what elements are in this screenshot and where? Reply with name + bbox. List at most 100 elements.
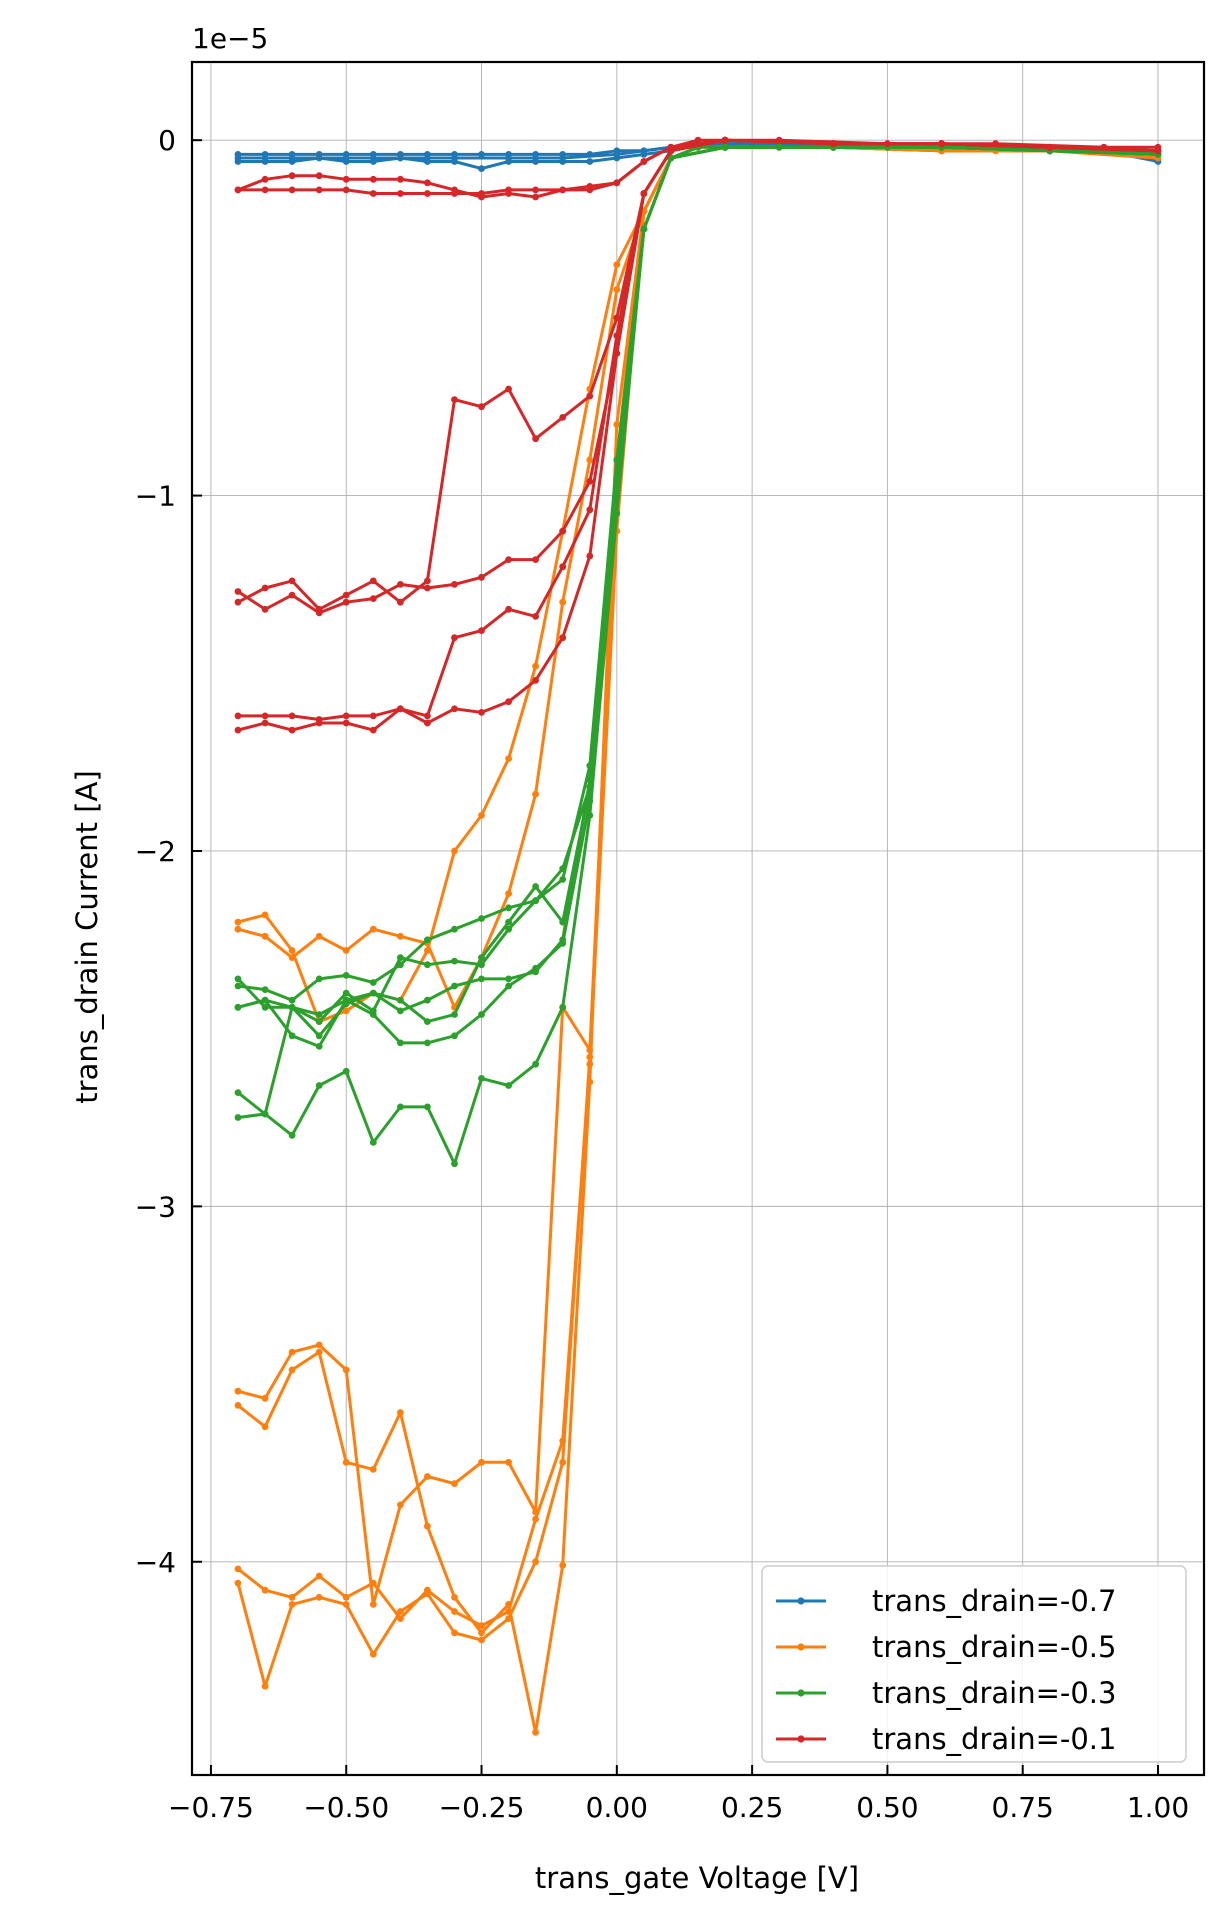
data-point [532,790,539,798]
data-point [397,961,404,969]
data-point [829,140,837,148]
data-point [451,925,458,933]
data-point [261,986,269,993]
data-point [261,151,269,158]
data-point [451,1480,458,1487]
data-point [288,1131,296,1139]
data-point [424,584,431,592]
data-point [261,719,269,727]
data-point [613,151,621,158]
data-point [613,261,621,268]
data-point [505,925,512,933]
data-point [559,1561,567,1569]
data-point [315,1341,323,1349]
data-point [559,527,567,535]
data-point [315,975,323,983]
data-point [451,1032,458,1040]
data-point [342,186,350,194]
series-line [237,145,1159,1166]
data-point [261,175,269,183]
data-point [342,154,350,162]
data-point [369,1579,377,1587]
data-point [451,1593,458,1601]
data-point [478,1075,485,1082]
data-point [478,193,485,201]
data-point [478,1458,485,1466]
data-point [505,385,512,393]
data-point [261,1110,269,1118]
data-point [234,918,242,926]
data-point [505,982,512,990]
series-3 [234,143,1162,1168]
data-point [315,1572,323,1580]
data-point [342,1000,350,1008]
data-point [613,179,621,187]
data-point [532,897,539,905]
data-point [505,698,512,706]
data-point [451,982,458,990]
data-point [586,392,594,400]
data-point [315,1011,323,1018]
data-point [288,577,296,585]
data-point [397,954,404,961]
data-point [234,154,242,162]
data-point [315,932,323,940]
data-point [424,936,431,944]
data-point [424,1590,431,1598]
data-point [505,890,512,897]
data-point [424,719,431,727]
data-point [342,947,350,954]
data-point [640,151,648,158]
data-point [613,421,621,428]
legend-label: trans_drain=-0.5 [872,1630,1116,1664]
legend-marker [797,1735,805,1743]
data-point [505,605,512,613]
data-point [397,1409,404,1416]
data-point [369,1011,377,1018]
legend-marker [797,1689,805,1697]
data-point [586,158,594,165]
data-point [261,996,269,1004]
data-point [532,186,539,194]
data-point [1154,147,1162,155]
y-tick-label: 0 [158,124,176,157]
data-point [586,506,594,514]
data-point [532,1515,539,1523]
data-point [397,154,404,162]
data-point [424,577,431,585]
data-point [478,812,485,819]
data-point [451,186,458,194]
data-point [424,151,431,158]
data-point [613,510,621,517]
data-point [424,179,431,187]
data-point [288,947,296,954]
data-point [532,1060,539,1068]
data-point [261,1394,269,1402]
data-point [234,588,242,595]
data-point [559,154,567,162]
data-point [315,172,323,180]
data-point [424,996,431,1004]
data-point [315,1018,323,1025]
data-point [288,1593,296,1601]
data-point [234,1003,242,1011]
data-point [478,165,485,173]
legend-label: trans_drain=-0.7 [872,1584,1116,1618]
data-point [424,1103,431,1111]
data-point [424,961,431,969]
data-point [288,1032,296,1040]
data-point [315,609,323,617]
data-point [261,605,269,613]
x-tick-label: 0.00 [586,1791,648,1824]
data-point [234,726,242,734]
data-point [369,1139,377,1146]
x-tick-label: 0.50 [856,1791,918,1824]
data-point [397,1039,404,1047]
data-point [424,190,431,197]
data-point [315,719,323,727]
data-point [369,151,377,158]
x-tick-label: 0.75 [992,1791,1054,1824]
data-point [288,726,296,734]
data-point [369,925,377,933]
